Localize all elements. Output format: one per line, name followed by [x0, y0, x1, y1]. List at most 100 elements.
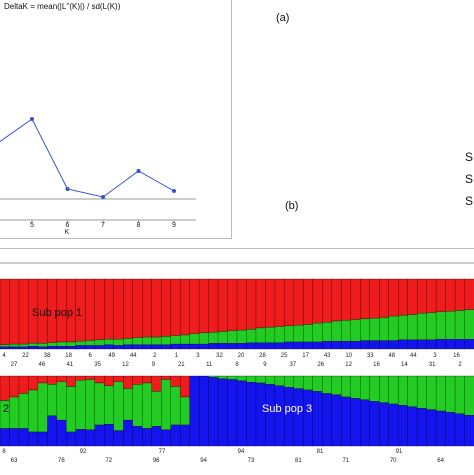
deltak-x-ticks: 5 6 7 8 9	[30, 220, 176, 229]
structure-bar-segment	[407, 278, 418, 315]
structure-tick-label: 26	[317, 362, 324, 368]
structure-bar-segment	[293, 341, 304, 350]
structure-bar-segment	[388, 403, 399, 447]
structure-bar-segment	[94, 375, 105, 384]
structure-bar-segment	[85, 345, 96, 350]
structure-bar-segment	[132, 344, 143, 350]
structure-bar-segment	[113, 430, 124, 447]
structure-bar-segment	[85, 375, 96, 380]
structure-bar-segment	[426, 409, 437, 447]
structure-tick-label: 12	[345, 362, 352, 368]
structure-bar-segment	[303, 375, 314, 391]
structure-bar-segment	[47, 384, 58, 417]
structure-bar-segment	[322, 375, 333, 394]
structure-bar-segment	[66, 346, 77, 350]
structure-tick-label: 18	[65, 353, 72, 359]
structure-tick-label: 4	[2, 353, 6, 359]
structure-bar-segment	[255, 327, 266, 343]
structure-bar-segment	[113, 278, 124, 340]
structure-bar-segment	[161, 344, 172, 350]
structure-bar-segment	[151, 344, 162, 350]
structure-bar-segment	[293, 325, 304, 343]
structure-bar-segment	[416, 408, 428, 447]
structure-tick-label: 22	[22, 353, 29, 359]
structure-tick-label: 16	[373, 362, 380, 368]
structure-bar-segment	[341, 341, 352, 350]
structure-bar-segment	[312, 341, 323, 350]
structure-bar-segment	[113, 345, 124, 350]
structure-bar-segment	[255, 278, 266, 329]
structure-bar-segment	[123, 338, 134, 345]
deltak-points	[30, 117, 176, 199]
deltak-point-k5	[30, 117, 34, 121]
structure-bar-segment	[179, 278, 191, 336]
structure-tick-label: 12	[122, 362, 129, 368]
structure-tick-label: 8	[235, 362, 239, 368]
structure-bar-segment	[151, 278, 162, 338]
structure-bar-segment	[360, 318, 371, 341]
deltak-x-tick-label: 6	[66, 222, 70, 229]
structure-tick-label: 20	[238, 353, 245, 359]
structure-bar-segment	[274, 342, 285, 350]
structure-tick-label: 28	[259, 353, 266, 359]
structure-bar-segment	[331, 394, 342, 447]
structure-tick-label: 9	[263, 362, 267, 368]
structure-tick-label: 33	[367, 353, 374, 359]
structure-bar-segment	[28, 346, 39, 350]
structure-bar-segment	[170, 386, 181, 426]
deltak-point-k9	[172, 189, 176, 193]
structure-bar-segment	[322, 393, 333, 447]
structure-bar-segment	[227, 330, 238, 344]
structure-tick-label: 25	[281, 353, 288, 359]
structure-bar-segment	[66, 386, 77, 433]
structure-bar-segment	[94, 345, 105, 350]
structure-bar-segment	[435, 375, 447, 412]
structure-bar-segment	[293, 375, 304, 389]
structure-bar-segment	[407, 375, 418, 407]
structure-bar-segment	[350, 375, 361, 399]
structure-bar-segment	[56, 346, 67, 350]
structure-tick-label: 70	[390, 458, 397, 464]
structure-bar-segment	[398, 405, 409, 447]
deltak-x-tick-label: 5	[30, 222, 34, 229]
structure-bar-segment	[161, 336, 172, 345]
structure-bar-segment	[142, 428, 153, 447]
panel-label-b: (b)	[285, 200, 299, 212]
structure-bar-segment	[388, 278, 399, 317]
structure-bar-segment	[170, 424, 181, 447]
structure-bar-segment	[9, 375, 20, 398]
structure-tick-label: 91	[396, 449, 403, 455]
structure-bar-segment	[388, 315, 399, 341]
structure-bar-segment	[0, 375, 10, 401]
structure-bar-segment	[303, 324, 314, 343]
structure-bar-segment	[217, 278, 228, 332]
structure-bar-segment	[18, 393, 29, 429]
structure-bar-segment	[56, 419, 67, 447]
structure-bar-segment	[198, 278, 210, 334]
structure-bar-segment	[341, 278, 352, 321]
structure-bar-segment	[246, 342, 257, 350]
structure-bar-segment	[18, 346, 29, 350]
structure-bar-segment	[85, 379, 96, 431]
structure-bar-segment	[18, 428, 29, 447]
structure-bar-segment	[312, 322, 323, 343]
structure-tick-label: 44	[410, 353, 417, 359]
structure-tick-label: 14	[401, 362, 408, 368]
structure-bar-segment	[293, 278, 304, 326]
structure-bar-segment	[9, 343, 20, 348]
panel-label-a: (a)	[276, 12, 290, 24]
structure-bar-segment	[18, 343, 29, 348]
structure-bar-segment	[208, 343, 219, 350]
structure-bar-segment	[189, 375, 200, 447]
structure-tick-label: 81	[295, 458, 302, 464]
structure-tick-label: 17	[302, 353, 309, 359]
structure-bar-segment	[104, 339, 115, 345]
structure-bar-segment	[445, 311, 456, 340]
structure-bar-segment	[170, 375, 181, 387]
structure-bar-segment	[37, 431, 48, 447]
structure-bar-segment	[85, 340, 96, 346]
structure-bar-segment	[208, 377, 219, 447]
structure-bar-segment	[104, 344, 115, 350]
structure-bar-segment	[132, 278, 143, 338]
structure-bar-segment	[227, 343, 238, 350]
